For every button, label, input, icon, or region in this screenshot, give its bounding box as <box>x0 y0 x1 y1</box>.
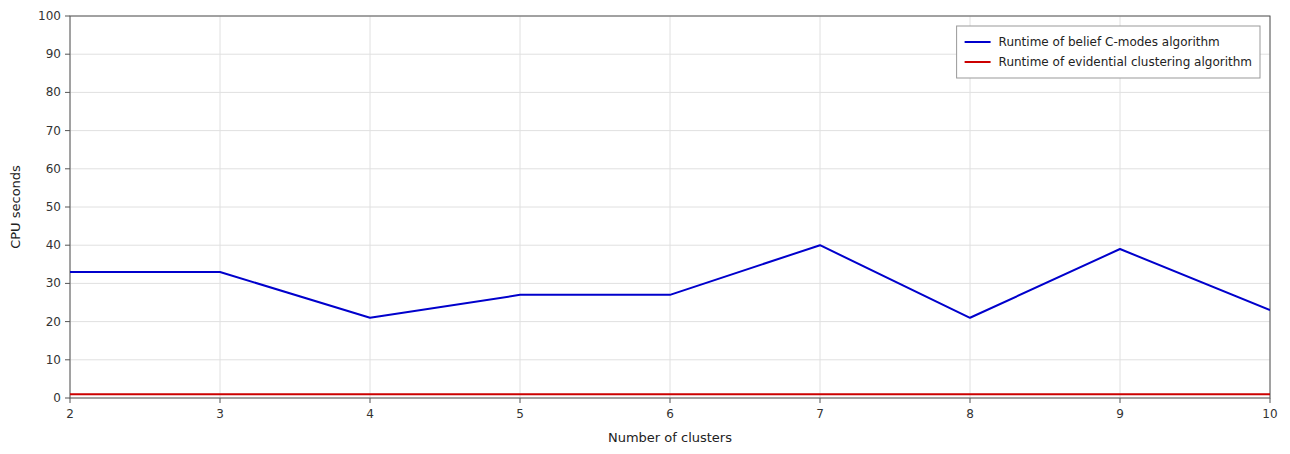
x-tick <box>970 398 971 403</box>
y-tick <box>65 207 70 208</box>
page: {"chart_data": {"type": "line", "xlabel"… <box>0 0 1290 454</box>
chart: 23456789100102030405060708090100Number o… <box>0 0 1290 454</box>
x-tick-label: 5 <box>516 407 524 421</box>
x-tick-label: 7 <box>816 407 824 421</box>
y-grid-line <box>70 168 1270 169</box>
y-tick-label: 40 <box>46 238 61 252</box>
axes: 23456789100102030405060708090100 <box>38 9 1278 421</box>
plot-frame <box>70 16 1270 398</box>
plot-area <box>70 16 1270 398</box>
y-tick-label: 10 <box>46 353 61 367</box>
legend: Runtime of belief C-modes algorithm Runti… <box>957 26 1260 78</box>
x-tick-label: 3 <box>216 407 224 421</box>
y-tick <box>65 168 70 169</box>
y-grid-line <box>70 130 1270 131</box>
y-tick-label: 0 <box>53 391 61 405</box>
y-grid-line <box>70 92 1270 93</box>
x-tick <box>820 398 821 403</box>
legend-swatch <box>965 61 991 63</box>
x-tick <box>370 398 371 403</box>
y-grid-line <box>70 359 1270 360</box>
y-tick-label: 100 <box>38 9 61 23</box>
y-grid-line <box>70 207 1270 208</box>
y-tick-label: 90 <box>46 47 61 61</box>
y-tick <box>65 54 70 55</box>
x-tick-label: 10 <box>1262 407 1277 421</box>
y-axis-label: CPU seconds <box>8 165 23 249</box>
x-tick <box>520 398 521 403</box>
x-tick-label: 2 <box>66 407 74 421</box>
y-tick-label: 70 <box>46 124 61 138</box>
y-tick-label: 50 <box>46 200 61 214</box>
y-grid-line <box>70 321 1270 322</box>
y-tick-label: 60 <box>46 162 61 176</box>
y-tick <box>65 245 70 246</box>
y-tick-label: 80 <box>46 85 61 99</box>
y-grid-line <box>70 245 1270 246</box>
y-grid-line <box>70 283 1270 284</box>
x-tick <box>220 398 221 403</box>
series-line <box>70 393 1270 395</box>
grid <box>70 16 1270 398</box>
x-tick <box>1120 398 1121 403</box>
y-tick <box>65 130 70 131</box>
series-lines <box>70 245 1270 394</box>
x-tick-label: 8 <box>966 407 974 421</box>
y-tick <box>65 283 70 284</box>
y-tick <box>65 16 70 17</box>
x-tick <box>670 398 671 403</box>
x-tick-label: 9 <box>1116 407 1124 421</box>
y-tick <box>65 359 70 360</box>
y-tick <box>65 398 70 399</box>
legend-label: Runtime of evidential clustering algorit… <box>999 55 1252 69</box>
y-tick <box>65 321 70 322</box>
legend-label: Runtime of belief C-modes algorithm <box>999 35 1220 49</box>
x-tick <box>1270 398 1271 403</box>
series-line <box>70 245 1270 318</box>
x-tick-label: 4 <box>366 407 374 421</box>
legend-swatch <box>965 41 991 43</box>
y-tick-label: 30 <box>46 276 61 290</box>
y-tick-label: 20 <box>46 315 61 329</box>
legend-box <box>957 26 1260 78</box>
x-axis-label: Number of clusters <box>608 430 732 445</box>
y-tick <box>65 92 70 93</box>
x-tick <box>70 398 71 403</box>
x-tick-label: 6 <box>666 407 674 421</box>
